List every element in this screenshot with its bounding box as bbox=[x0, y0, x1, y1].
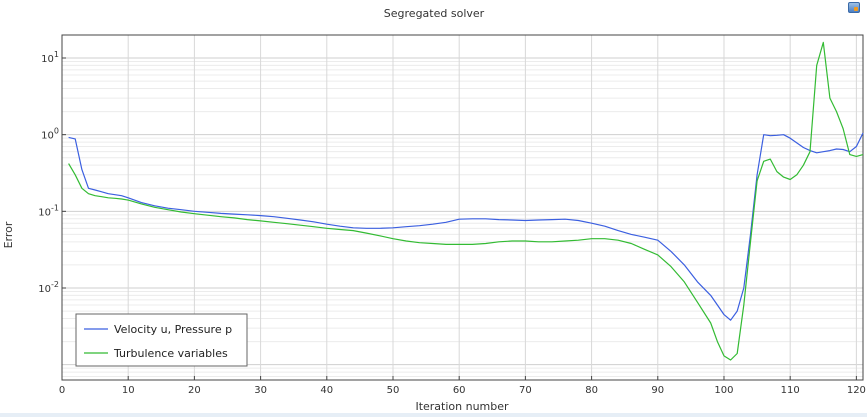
x-tick-label: 10 bbox=[122, 385, 135, 396]
x-tick-label: 70 bbox=[519, 385, 532, 396]
y-tick-label: 100 bbox=[41, 127, 59, 142]
series-line-1 bbox=[68, 41, 864, 361]
status-strip bbox=[0, 413, 867, 417]
window-app-icon[interactable] bbox=[848, 2, 860, 13]
legend-label-velocity: Velocity u, Pressure p bbox=[114, 323, 232, 336]
y-axis-label: Error bbox=[2, 221, 15, 248]
series-lines bbox=[68, 41, 864, 361]
x-tick-label: 120 bbox=[847, 385, 866, 396]
x-tick-label: 0 bbox=[59, 385, 65, 396]
x-tick-label: 40 bbox=[320, 385, 333, 396]
series-line-0 bbox=[68, 132, 864, 321]
x-axis-label: Iteration number bbox=[415, 400, 509, 413]
legend-label-turbulence: Turbulence variables bbox=[113, 347, 228, 360]
x-tick-label: 60 bbox=[453, 385, 466, 396]
x-tick-label: 80 bbox=[585, 385, 598, 396]
x-tick-label: 50 bbox=[387, 385, 400, 396]
axis-ticks: 0 10 20 30 40 50 60 70 80 90 100 110 120 101 100 10-1 10… bbox=[38, 50, 866, 396]
x-tick-label: 100 bbox=[714, 385, 733, 396]
chart-title: Segregated solver bbox=[384, 7, 485, 20]
legend-box bbox=[75, 313, 248, 367]
x-tick-label: 90 bbox=[651, 385, 664, 396]
plot-area bbox=[61, 34, 864, 381]
y-tick-label: 10-2 bbox=[38, 280, 59, 295]
y-tick-label: 10-1 bbox=[38, 203, 59, 218]
y-tick-label: 101 bbox=[41, 50, 59, 65]
x-tick-label: 30 bbox=[254, 385, 267, 396]
legend: Velocity u, Pressure p Turbulence variab… bbox=[75, 313, 248, 367]
x-tick-label: 20 bbox=[188, 385, 201, 396]
x-tick-label: 110 bbox=[781, 385, 800, 396]
